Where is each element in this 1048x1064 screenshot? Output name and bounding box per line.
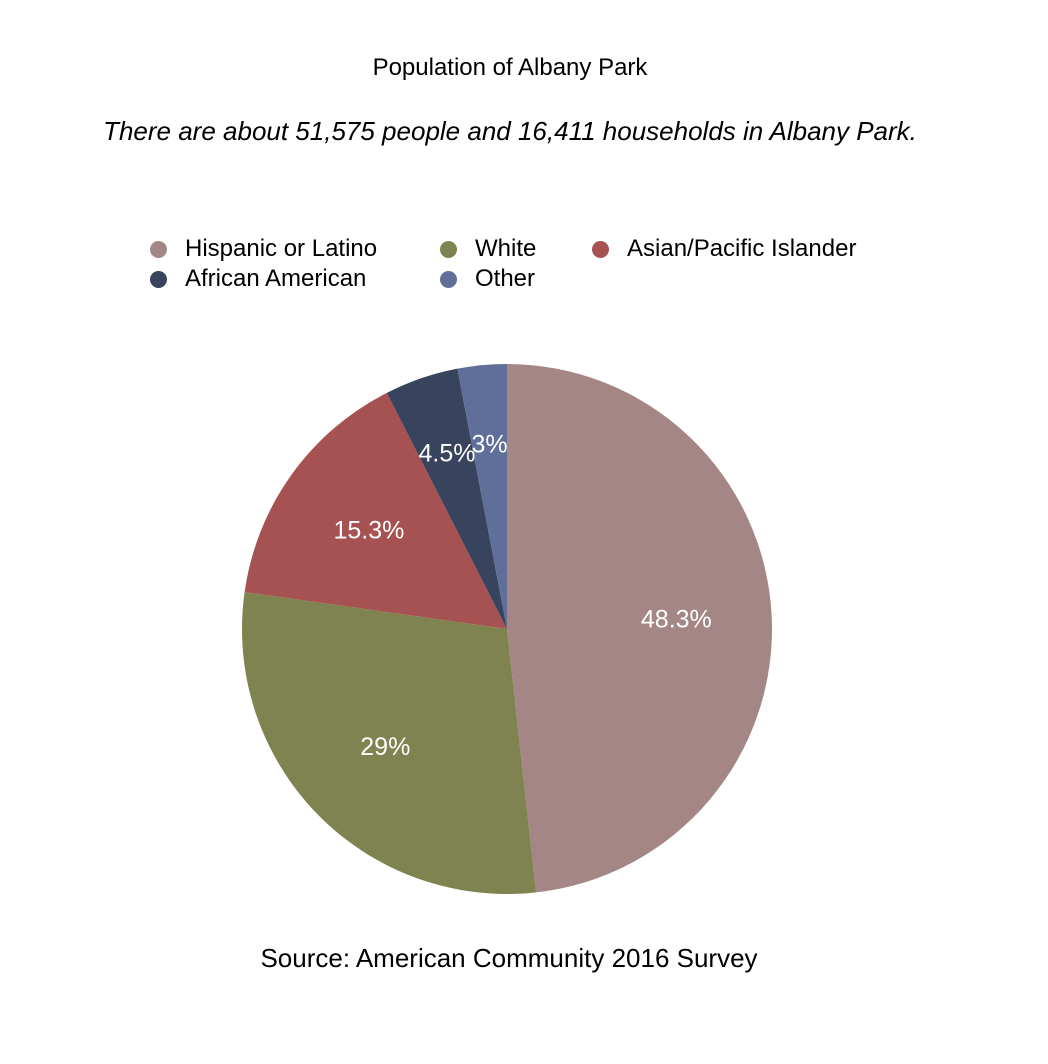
legend-item: Hispanic or Latino	[150, 235, 377, 263]
legend-item: Asian/Pacific Islander	[592, 235, 856, 263]
legend-swatch	[150, 240, 167, 258]
pie-slice	[507, 364, 773, 893]
legend-label: Asian/Pacific Islander	[627, 235, 857, 262]
chart-legend: Hispanic or Latino White Asian/Pacific Isl…	[0, 0, 1048, 300]
slice-label: 29%	[360, 733, 410, 761]
slice-label: 4.5%	[418, 439, 475, 467]
chart-title: Population of Albany Park	[372, 54, 648, 81]
legend-item: White	[440, 235, 536, 263]
legend-swatch	[440, 270, 457, 288]
pie-slice	[386, 368, 507, 629]
pie-slice	[242, 592, 537, 894]
slice-label: 15.3%	[334, 516, 405, 544]
slice-label: 48.3%	[641, 606, 712, 634]
chart-source: Source: American Community 2016 Survey	[260, 943, 758, 973]
legend-swatch	[440, 240, 457, 258]
legend-item: Other	[440, 265, 535, 293]
legend-item: African American	[150, 265, 366, 293]
legend-label: African American	[185, 265, 367, 292]
chart-subtitle: There are about 51,575 people and 16,411…	[103, 116, 917, 146]
legend-label: Other	[475, 265, 536, 292]
pie-slice	[457, 364, 507, 629]
legend-swatch	[150, 270, 167, 288]
legend-label: White	[475, 235, 537, 262]
legend-label: Hispanic or Latino	[185, 235, 378, 262]
pie-slice	[244, 392, 507, 629]
legend-swatch	[592, 240, 609, 258]
slice-label: 3%	[471, 430, 507, 458]
